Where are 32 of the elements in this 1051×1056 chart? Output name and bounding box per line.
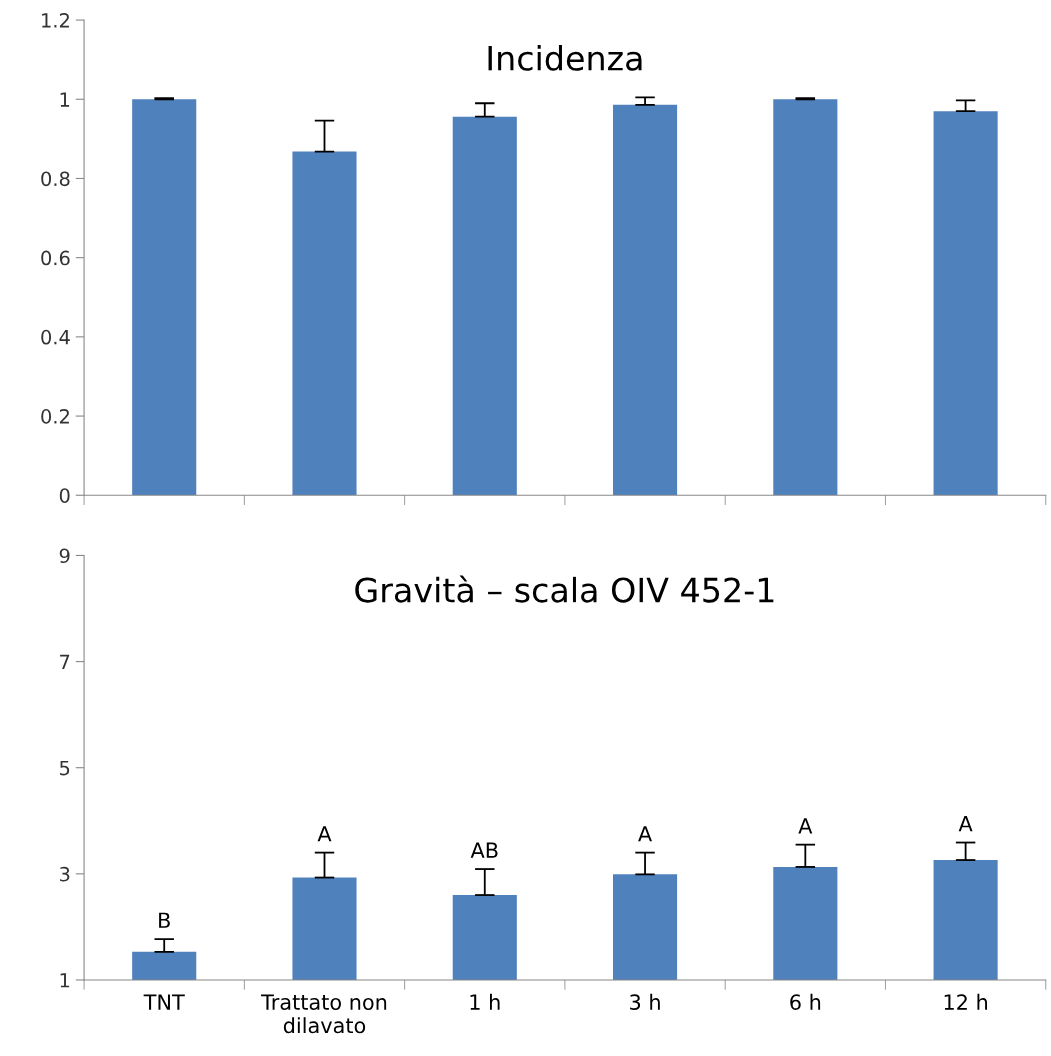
y-tick-label: 0.4	[41, 329, 70, 345]
x-tick-label: 3 h	[630, 993, 660, 1010]
x-tick-label: TNT	[143, 994, 185, 1010]
annotation: AB	[470, 842, 498, 858]
x-tick-label: 6 h	[790, 993, 821, 1010]
text: Gravità – scala OIV 452-1	[355, 575, 774, 603]
text: Incidenza	[488, 44, 642, 71]
y-tick-label: 0	[59, 488, 70, 503]
y-tick-label: 3	[60, 866, 70, 882]
y-tick-label: 7	[60, 654, 70, 669]
y-tick-label: 0.6	[41, 250, 70, 266]
annotation: A	[638, 826, 652, 842]
annotation: A	[798, 818, 813, 834]
y-tick-label: 1	[60, 92, 70, 107]
annotation: B	[159, 912, 170, 928]
x-tick-label: 12 h	[944, 993, 988, 1010]
bar	[292, 151, 357, 496]
annotation: A	[958, 816, 973, 832]
bar	[452, 116, 517, 496]
y-tick-label: 1.2	[42, 13, 69, 28]
y-tick-label: 1	[60, 973, 70, 988]
y-tick-label: 0.2	[41, 409, 69, 424]
y-tick-label: 0.8	[41, 171, 70, 187]
bar	[933, 111, 998, 496]
annotation: A	[317, 826, 332, 842]
y-tick-label: 5	[60, 760, 70, 776]
y-tick-label: 9	[59, 548, 70, 564]
bar	[132, 99, 197, 496]
x-tick-label: 1 h	[470, 993, 500, 1010]
bar	[613, 104, 678, 496]
bar	[773, 99, 838, 496]
x-tick-label: Trattato non dilavato	[261, 994, 387, 1034]
